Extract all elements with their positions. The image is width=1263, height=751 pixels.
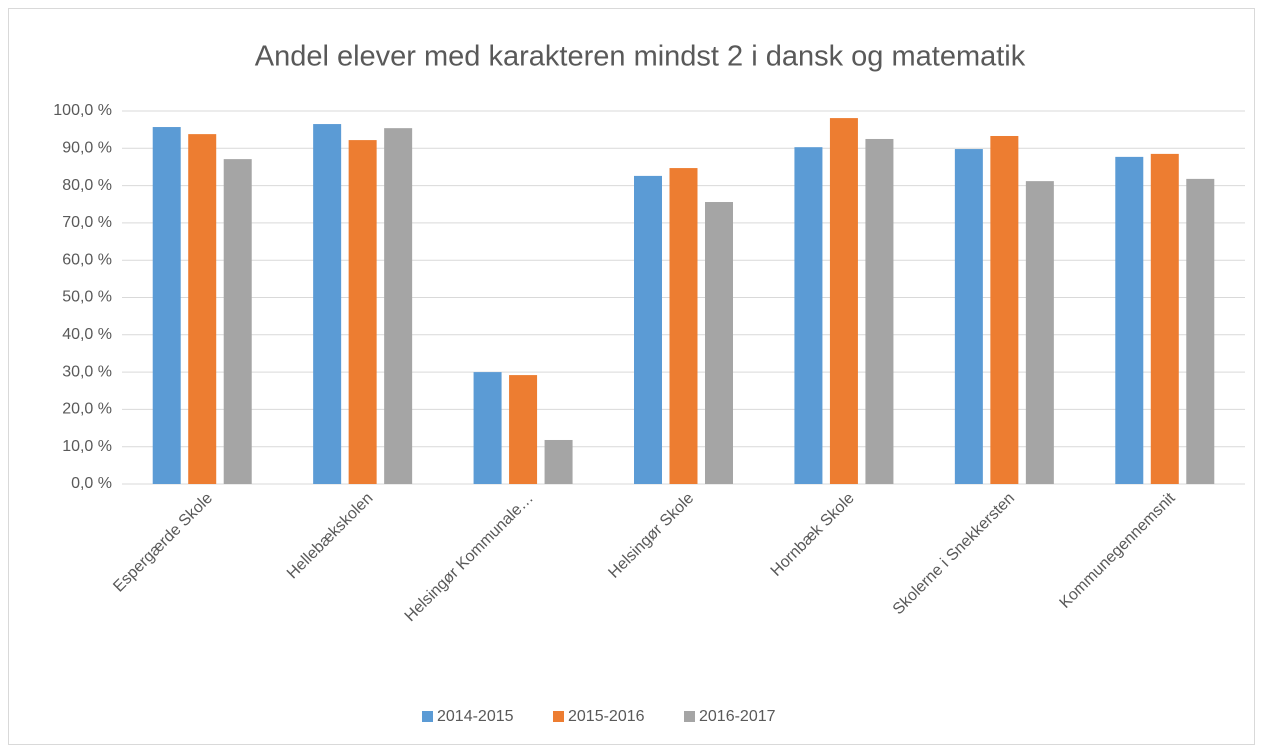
bar (384, 128, 413, 484)
bar (954, 149, 983, 484)
bar (1150, 153, 1179, 484)
bar (865, 138, 894, 484)
y-tick-label: 60,0 % (62, 251, 112, 268)
bar (705, 202, 733, 484)
bar (188, 134, 217, 484)
chart-title: Andel elever med karakteren mindst 2 i d… (255, 41, 1026, 73)
bar (473, 372, 502, 484)
y-tick-label: 40,0 % (62, 326, 112, 343)
bar (348, 140, 377, 484)
legend-label: 2014-2015 (437, 708, 514, 725)
y-tick-label: 90,0 % (62, 140, 112, 157)
bar (544, 439, 573, 484)
bar (152, 127, 181, 484)
bar (223, 159, 252, 484)
y-tick-label: 80,0 % (62, 177, 112, 194)
bar (794, 147, 823, 484)
y-tick-label: 70,0 % (62, 214, 112, 231)
bar (829, 118, 858, 484)
y-tick-label: 20,0 % (62, 401, 112, 418)
y-tick-label: 10,0 % (62, 438, 112, 455)
legend-swatch (553, 711, 564, 722)
bar (1115, 156, 1144, 484)
bar (634, 175, 662, 485)
bar (1025, 181, 1054, 484)
y-tick-label: 50,0 % (62, 289, 112, 306)
bar (509, 375, 538, 484)
bar (990, 135, 1019, 484)
y-tick-label: 30,0 % (62, 363, 112, 380)
y-tick-label: 100,0 % (53, 102, 112, 119)
legend-swatch (684, 711, 695, 722)
legend-swatch (422, 711, 433, 722)
bar (669, 168, 698, 484)
bar (313, 124, 342, 485)
y-tick-label: 0,0 % (71, 475, 112, 492)
legend-label: 2015-2016 (568, 708, 645, 725)
legend-label: 2016-2017 (699, 708, 776, 725)
bar (1186, 178, 1215, 485)
